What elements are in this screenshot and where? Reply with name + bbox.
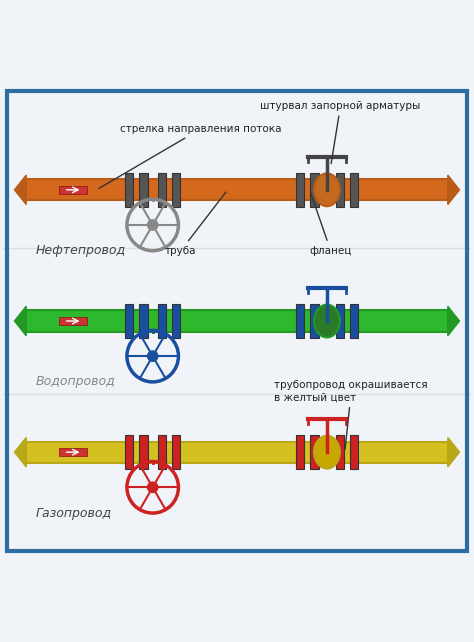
Polygon shape (15, 175, 26, 205)
Text: трубопровод окрашивается
в желтый цвет: трубопровод окрашивается в желтый цвет (274, 381, 428, 449)
Bar (296, 173, 304, 207)
Bar (139, 435, 147, 469)
Bar (310, 304, 319, 338)
Bar (310, 435, 319, 469)
Text: штурвал запорной арматуры: штурвал запорной арматуры (260, 101, 420, 164)
Bar (172, 304, 180, 338)
Bar (139, 173, 147, 207)
Bar (310, 173, 319, 207)
Bar (336, 435, 344, 469)
Circle shape (147, 220, 158, 230)
Bar (158, 435, 166, 469)
Bar (158, 304, 166, 338)
Polygon shape (448, 437, 459, 467)
Bar (296, 304, 304, 338)
Circle shape (147, 351, 158, 361)
Bar (125, 435, 134, 469)
Bar (350, 304, 358, 338)
Polygon shape (448, 306, 459, 336)
Bar (350, 173, 358, 207)
Text: труба: труба (165, 192, 226, 256)
Bar (336, 173, 344, 207)
Polygon shape (448, 175, 459, 205)
Bar (59, 186, 87, 194)
Text: фланец: фланец (310, 193, 352, 256)
Bar (296, 435, 304, 469)
Bar (26, 311, 448, 331)
Bar (350, 435, 358, 469)
Ellipse shape (314, 436, 340, 469)
Bar (139, 304, 147, 338)
Circle shape (147, 482, 158, 492)
Text: Нефтепровод: Нефтепровод (36, 244, 126, 257)
Text: Газопровод: Газопровод (36, 507, 112, 519)
Polygon shape (15, 437, 26, 467)
Text: стрелка направления потока: стрелка направления потока (99, 124, 282, 189)
Bar (26, 442, 448, 463)
Polygon shape (15, 306, 26, 336)
Bar (59, 317, 87, 325)
Bar (172, 435, 180, 469)
Bar (59, 448, 87, 456)
Text: Водопровод: Водопровод (36, 376, 115, 388)
Bar (26, 179, 448, 200)
Bar (336, 304, 344, 338)
Bar (125, 304, 134, 338)
Bar (172, 173, 180, 207)
Ellipse shape (314, 304, 340, 338)
Ellipse shape (314, 173, 340, 206)
Bar (158, 173, 166, 207)
Bar (125, 173, 134, 207)
